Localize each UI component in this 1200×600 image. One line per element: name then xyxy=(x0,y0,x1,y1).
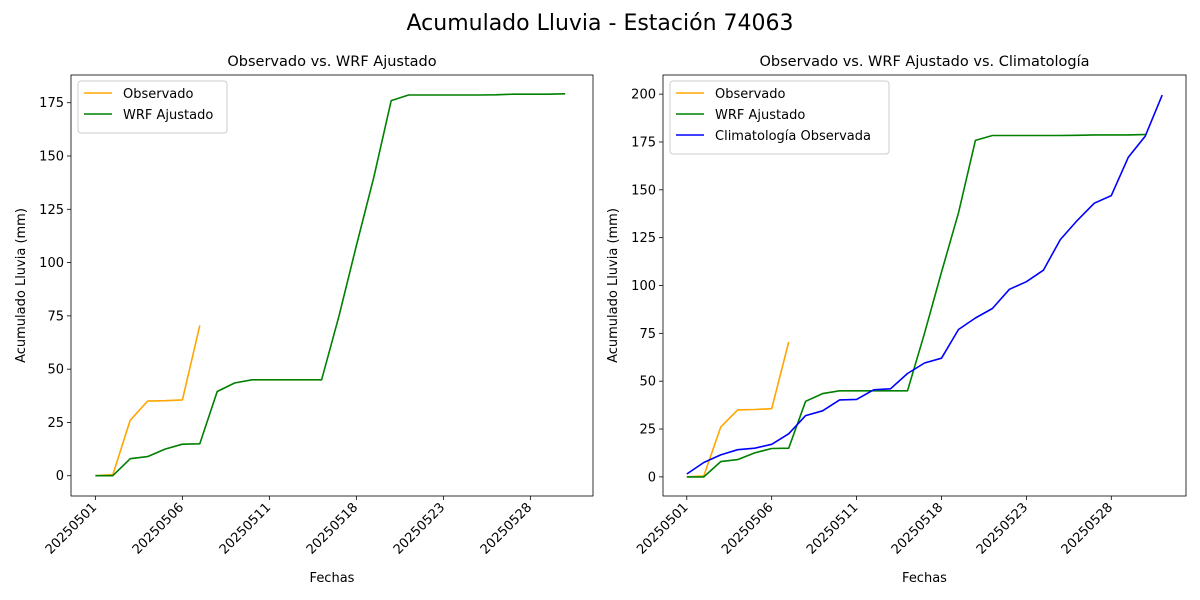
chart-1-title: Observado vs. WRF Ajustado xyxy=(227,54,436,70)
chart-1-x-tick-label: 20250523 xyxy=(391,500,448,557)
chart-1-x-tick-label: 20250518 xyxy=(304,500,361,557)
chart-2-title: Observado vs. WRF Ajustado vs. Climatolo… xyxy=(760,54,1090,70)
chart-2-legend-label-climatologia: Climatología Observada xyxy=(715,129,871,144)
chart-2-y-tick-label: 0 xyxy=(648,470,656,485)
chart-2-y-tick-label: 100 xyxy=(631,279,656,294)
chart-1-x-tick-label: 20250511 xyxy=(217,500,274,557)
chart-2-y-tick-label: 175 xyxy=(631,135,656,150)
chart-1-y-tick-label: 50 xyxy=(47,363,64,378)
chart-2-y-axis-label: Acumulado Lluvia (mm) xyxy=(606,208,621,363)
chart-2-series-line-observado xyxy=(686,341,790,478)
chart-2-axes-frame xyxy=(662,74,1187,497)
chart-1-x-tick-label: 20250528 xyxy=(478,500,535,557)
chart-2-x-axis-label: Fechas xyxy=(902,571,947,586)
chart-1-y-tick-label: 75 xyxy=(47,309,64,324)
chart-1-y-tick-label: 150 xyxy=(39,150,64,165)
chart-1-y-tick-label: 0 xyxy=(56,469,64,484)
chart-1-y-tick-label: 25 xyxy=(47,416,64,431)
chart-2-y-tick-label: 75 xyxy=(639,327,656,342)
chart-panel-2: Observado vs. WRF Ajustado vs. Climatolo… xyxy=(606,54,1187,586)
chart-1-legend-box xyxy=(77,80,228,134)
chart-2-legend-label-observado: Observado xyxy=(715,87,786,102)
chart-2-x-tick-label: 20250523 xyxy=(974,500,1031,557)
chart-1-x-tick-label: 20250501 xyxy=(43,500,100,557)
chart-2-y-tick-label: 200 xyxy=(631,88,656,103)
chart-2-x-tick-label: 20250518 xyxy=(889,500,946,557)
chart-2-y-tick-label: 125 xyxy=(631,231,656,246)
chart-1-x-tick-label: 20250506 xyxy=(130,500,187,557)
chart-2-legend: Observado WRF Ajustado Climatología Observ… xyxy=(669,80,890,155)
chart-2-series-line-climatologia xyxy=(686,94,1163,475)
chart-2-y-tick-label: 50 xyxy=(639,375,656,390)
chart-2-x-tick-label: 20250501 xyxy=(634,500,691,557)
chart-2-y-tick-label: 150 xyxy=(631,183,656,198)
chart-2-legend-label-wrf: WRF Ajustado xyxy=(715,108,805,123)
chart-2-legend-box xyxy=(669,80,890,155)
chart-1-legend-label-wrf: WRF Ajustado xyxy=(123,108,213,123)
chart-1-series-line-observado xyxy=(95,325,201,477)
chart-2-series-line-wrf xyxy=(686,133,1146,478)
figure-title: Acumulado Lluvia - Estación 74063 xyxy=(407,11,794,36)
chart-2-x-tick-label: 20250528 xyxy=(1059,500,1116,557)
chart-1-axes-frame xyxy=(70,74,594,497)
chart-1-y-tick-label: 125 xyxy=(39,203,64,218)
chart-1-series-line-wrf xyxy=(95,93,566,477)
chart-1-legend: Observado WRF Ajustado xyxy=(77,80,228,134)
chart-1-legend-label-observado: Observado xyxy=(123,87,194,102)
chart-1-y-tick-label: 175 xyxy=(39,96,64,111)
chart-2-y-tick-label: 25 xyxy=(639,423,656,438)
chart-1-y-axis-label: Acumulado Lluvia (mm) xyxy=(14,208,29,363)
chart-2-x-tick-label: 20250506 xyxy=(719,500,776,557)
chart-2-x-tick-label: 20250511 xyxy=(804,500,861,557)
chart-1-y-tick-label: 100 xyxy=(39,256,64,271)
chart-1-x-axis-label: Fechas xyxy=(310,571,355,586)
chart-panel-1: Observado vs. WRF Ajustado 0 25 50 75 100 125 1… xyxy=(14,54,594,586)
